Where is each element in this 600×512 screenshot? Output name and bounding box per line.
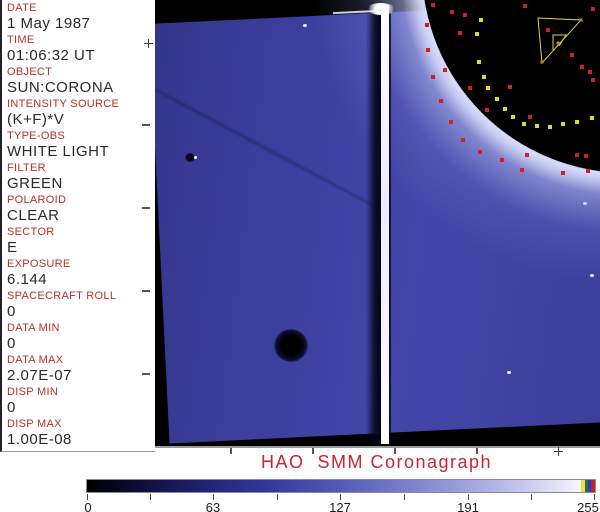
field-label: TYPE-OBS (7, 130, 66, 142)
metadata-field-type-obs: TYPE-OBS WHITE LIGHT (2, 130, 155, 162)
field-label: DATA MAX (7, 354, 64, 366)
metadata-field-exposure: EXPOSURE 6.144 (2, 258, 155, 290)
fiducial-cross-bottom-right (554, 447, 563, 456)
metadata-field-date: DATE 1 May 1987 (2, 2, 155, 34)
field-value: 6.144 (7, 271, 48, 288)
metadata-field-time: TIME 01:06:32 UT (2, 34, 155, 66)
metadata-field-sector: SECTOR E (2, 226, 155, 258)
field-label: SPACECRAFT ROLL (7, 290, 117, 302)
footer: HAO SMM Coronagraph 0 63 127 191 255 (0, 448, 600, 512)
field-label: FILTER (7, 162, 46, 174)
fiducial-cross-top-left (144, 39, 153, 48)
metadata-panel: DATE 1 May 1987 TIME 01:06:32 UT OBJECT … (0, 0, 155, 452)
colorbar-label: 255 (577, 500, 599, 512)
metadata-field-data-max: DATA MAX 2.07E-07 (2, 354, 155, 386)
axis-tick (142, 207, 150, 209)
metadata-field-data-min: DATA MIN 0 (2, 322, 155, 354)
colorbar-label: 0 (84, 500, 92, 512)
colorbar-label: 191 (457, 500, 479, 512)
field-value: 0 (7, 399, 16, 416)
colorbar-stripe-blue (588, 480, 591, 492)
field-value: 1 May 1987 (7, 15, 91, 32)
colorbar-tick (340, 494, 341, 500)
colorbar-tick (531, 494, 532, 500)
metadata-field-disp-max: DISP MAX 1.00E-08 (2, 418, 155, 450)
colorbar-tick (594, 494, 595, 500)
axis-tick (476, 448, 478, 454)
metadata-field-filter: FILTER GREEN (2, 162, 155, 194)
intensity-colorbar (86, 479, 596, 493)
colorbar-tick (468, 494, 469, 500)
colorbar-stripe-green (585, 480, 588, 492)
field-label: DISP MAX (7, 418, 62, 430)
colorbar-stripe-red (591, 480, 595, 492)
metadata-field-object: OBJECT SUN:CORONA (2, 66, 155, 98)
field-value: 2.07E-07 (7, 367, 72, 384)
page-title: HAO SMM Coronagraph (260, 452, 493, 472)
pylon-highlight (381, 5, 389, 444)
field-label: OBJECT (7, 66, 53, 78)
field-value: SUN:CORONA (7, 79, 114, 96)
axis-tick (142, 373, 150, 375)
colorbar-stripe-yellow (581, 480, 585, 492)
field-value: 0 (7, 335, 16, 352)
field-value: (K+F)*V (7, 111, 65, 128)
colorbar-tick (404, 494, 405, 500)
field-value: GREEN (7, 175, 63, 192)
field-value: 0 (7, 303, 16, 320)
field-label: DISP MIN (7, 386, 59, 398)
coronagraph-image (153, 0, 600, 448)
metadata-field-polaroid: POLAROID CLEAR (2, 194, 155, 226)
axis-tick (142, 124, 150, 126)
field-label: POLAROID (7, 194, 67, 206)
colorbar-tick (150, 494, 151, 500)
field-value: WHITE LIGHT (7, 143, 110, 160)
colorbar-label: 127 (329, 500, 351, 512)
pointing-overlay (425, 3, 595, 175)
metadata-field-intensity-source: INTENSITY SOURCE (K+F)*V (2, 98, 155, 130)
field-label: DATA MIN (7, 322, 60, 334)
field-value: E (7, 239, 18, 256)
metadata-field-disp-min: DISP MIN 0 (2, 386, 155, 418)
field-value: 1.00E-08 (7, 431, 72, 448)
field-label: EXPOSURE (7, 258, 71, 270)
colorbar-label: 63 (205, 500, 221, 512)
field-label: TIME (7, 34, 35, 46)
colorbar-tick (277, 494, 278, 500)
field-value: CLEAR (7, 207, 60, 224)
metadata-field-spacecraft-roll: SPACECRAFT ROLL 0 (2, 290, 155, 322)
pylon-edge-line (389, 8, 391, 444)
axis-tick (142, 290, 150, 292)
field-label: SECTOR (7, 226, 55, 238)
colorbar-tick (213, 494, 214, 500)
field-label: INTENSITY SOURCE (7, 98, 120, 110)
field-label: DATE (7, 2, 37, 14)
axis-tick (312, 448, 314, 454)
pylon-shadow (366, 6, 381, 444)
colorbar-tick (87, 494, 88, 500)
axis-tick (230, 448, 232, 454)
axis-tick (394, 448, 396, 454)
field-value: 01:06:32 UT (7, 47, 96, 64)
